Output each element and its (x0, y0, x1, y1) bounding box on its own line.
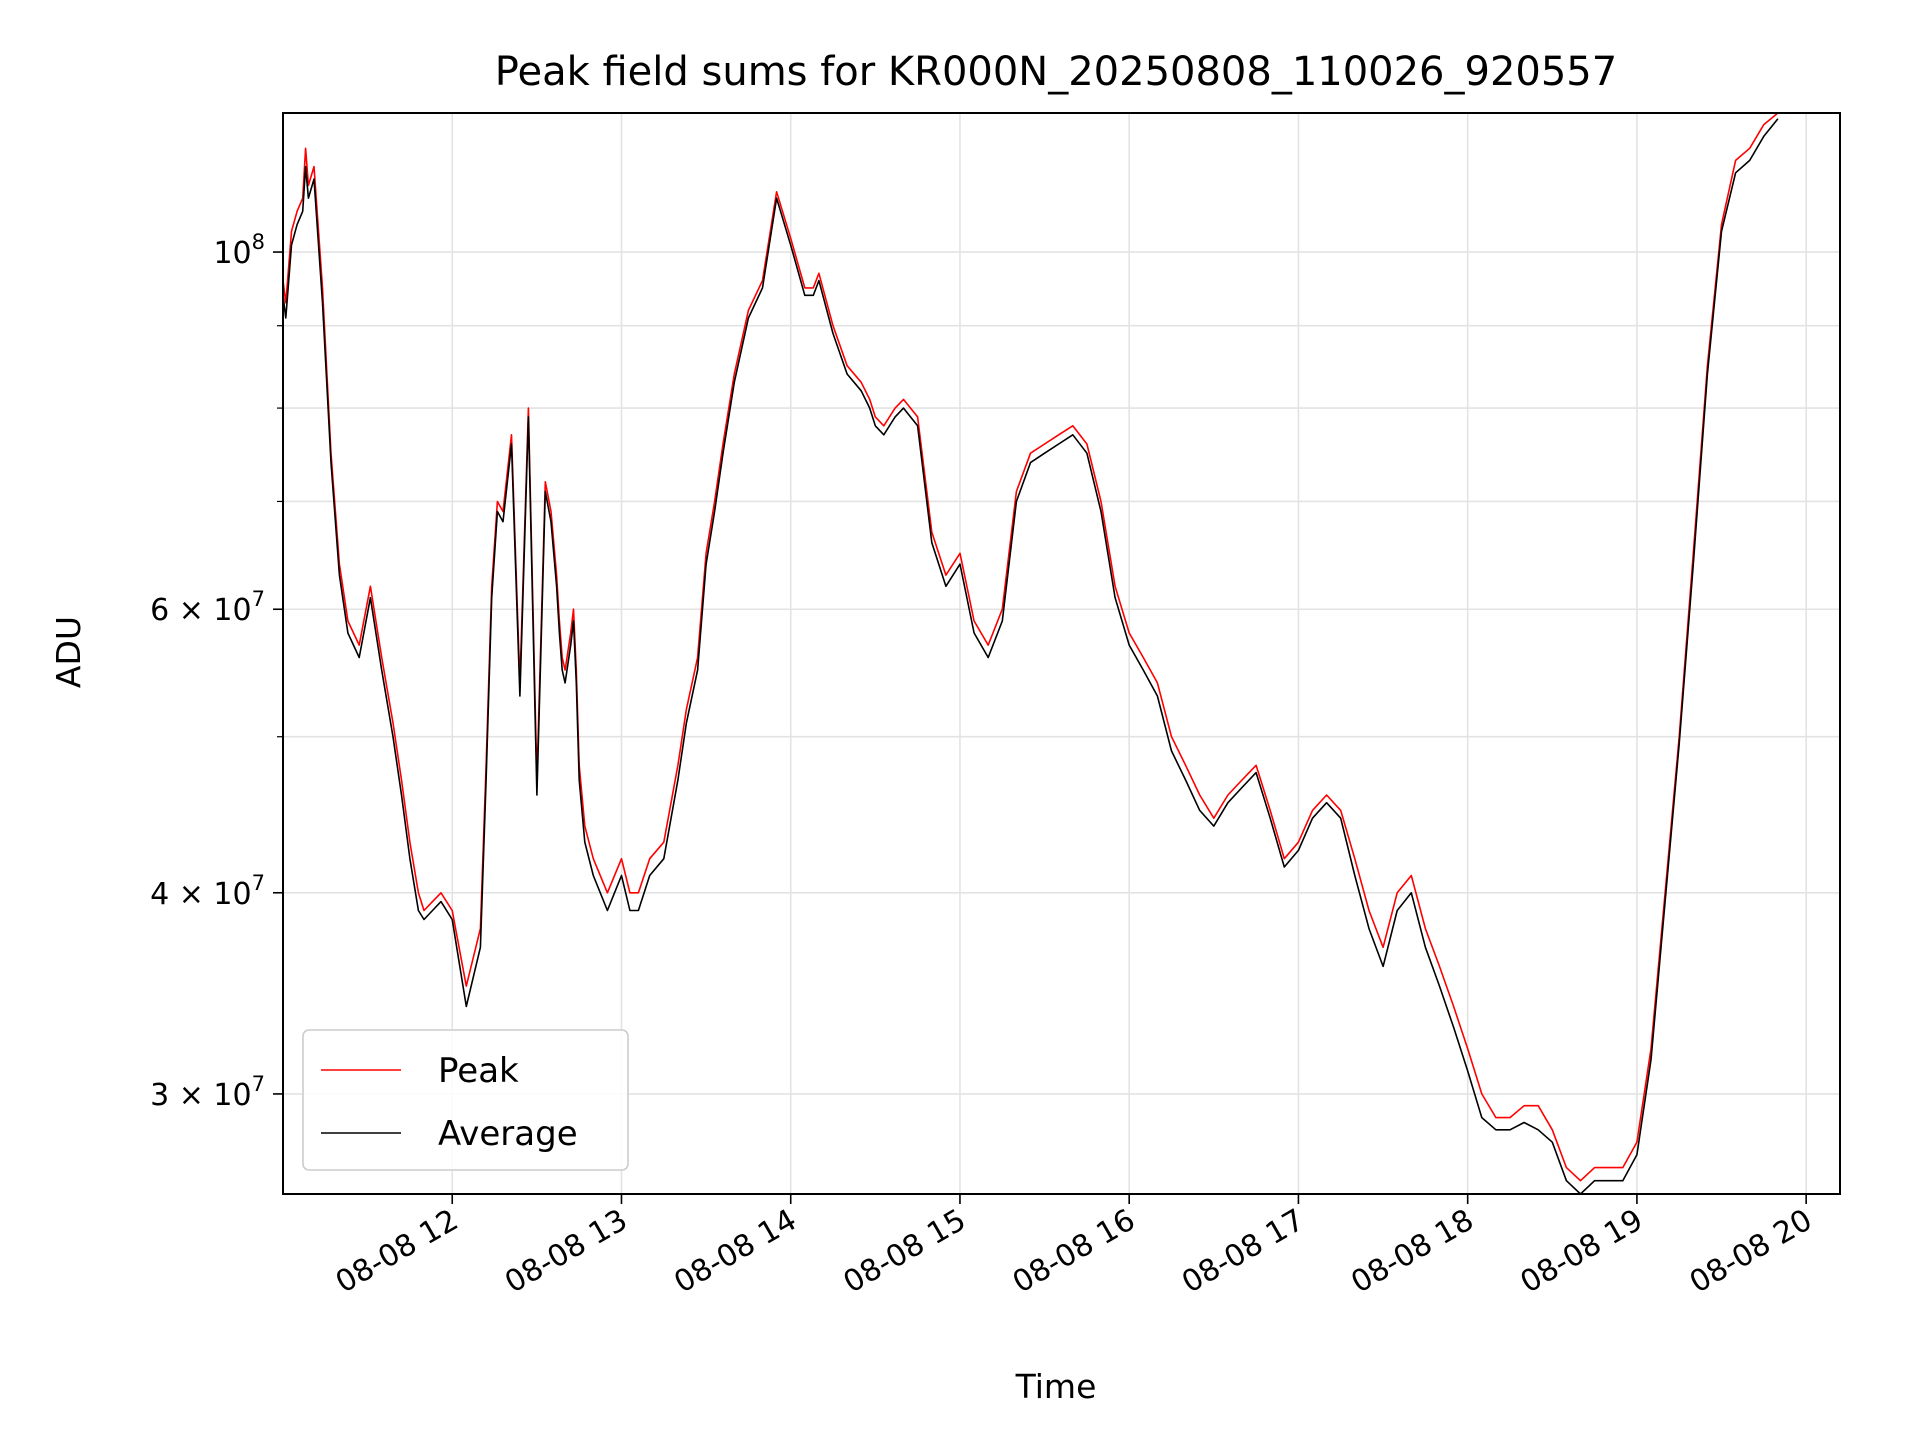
legend-label-peak: Peak (438, 1051, 519, 1091)
y-tick-label: 6 × 107 (150, 587, 265, 628)
legend: Peak Average (302, 1029, 629, 1171)
x-axis-title: Time (1015, 1367, 1097, 1406)
y-axis-title: ADU (49, 616, 88, 688)
grid (283, 113, 1840, 1194)
series-line-average (283, 118, 1779, 1194)
y-tick-label: 108 (213, 230, 265, 271)
series-layer (283, 113, 1779, 1194)
y-axis: 3 × 107 4 × 107 6 × 107 108 (150, 230, 283, 1113)
series-line-peak (283, 113, 1779, 1182)
chart-title: Peak field sums for KR000N_20250808_1100… (495, 49, 1617, 95)
y-tick-label: 3 × 107 (150, 1072, 265, 1113)
legend-box (302, 1029, 629, 1171)
legend-label-average: Average (438, 1114, 578, 1154)
plot-frame (282, 112, 1841, 1195)
y-tick-label: 4 × 107 (150, 871, 265, 912)
